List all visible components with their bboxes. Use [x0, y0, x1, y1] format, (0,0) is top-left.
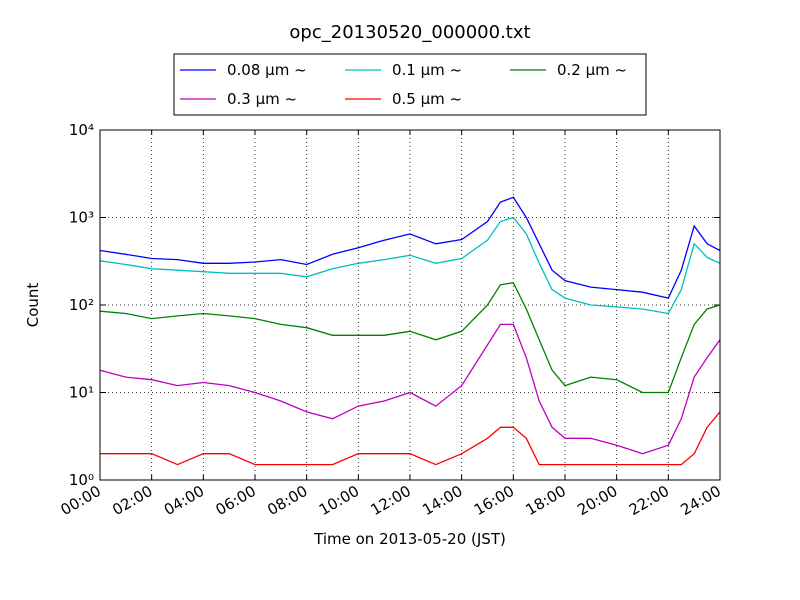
x-tick-label: 10:00 — [316, 482, 362, 519]
x-tick-label: 16:00 — [471, 482, 517, 519]
series-line — [100, 281, 720, 394]
legend-label: 0.3 μm ~ — [227, 90, 297, 108]
x-tick-label: 12:00 — [368, 482, 414, 519]
x-tick-label: 08:00 — [264, 482, 310, 519]
x-axis-label: Time on 2013-05-20 (JST) — [313, 530, 506, 548]
y-tick-label: 10⁴ — [69, 121, 94, 139]
x-tick-label: 14:00 — [419, 482, 465, 519]
x-tick-label: 24:00 — [678, 482, 724, 519]
x-tick-label: 02:00 — [109, 482, 155, 519]
plot-frame — [99, 129, 721, 481]
x-tick-label: 06:00 — [213, 482, 259, 519]
x-tick-label: 04:00 — [161, 482, 207, 519]
chart-title: opc_20130520_000000.txt — [289, 22, 530, 43]
series-line — [100, 196, 720, 299]
series-line — [100, 323, 720, 455]
y-axis-label: Count — [24, 283, 42, 328]
legend-label: 0.08 μm ~ — [227, 61, 307, 79]
x-tick-label: 18:00 — [523, 482, 569, 519]
x-tick-label: 22:00 — [626, 482, 672, 519]
y-tick-label: 10¹ — [69, 384, 94, 402]
legend-box — [173, 53, 647, 116]
y-tick-label: 10² — [69, 296, 94, 314]
y-tick-label: 10³ — [69, 209, 94, 227]
legend-label: 0.2 μm ~ — [557, 61, 627, 79]
y-tick-label: 10⁰ — [69, 471, 94, 489]
legend-label: 0.5 μm ~ — [392, 90, 462, 108]
legend-label: 0.1 μm ~ — [392, 61, 462, 79]
series-line — [100, 216, 720, 315]
x-tick-label: 20:00 — [574, 482, 620, 519]
series-line — [100, 411, 720, 466]
